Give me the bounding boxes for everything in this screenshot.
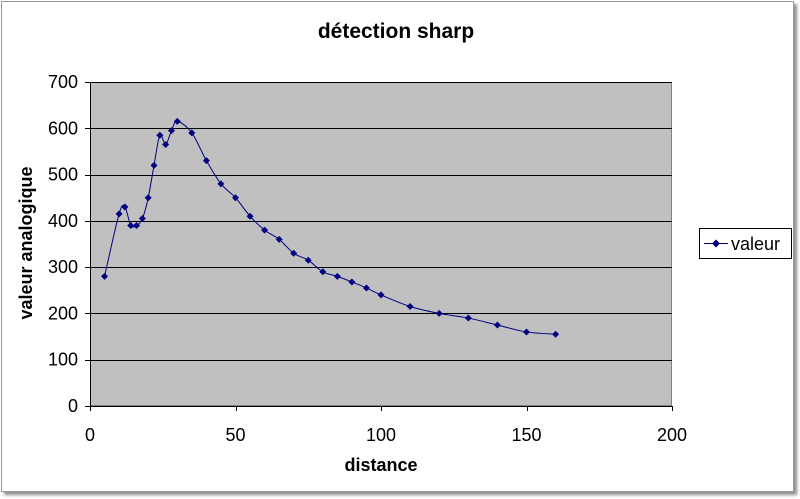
data-point — [377, 291, 385, 299]
data-point — [101, 272, 109, 280]
data-point — [261, 226, 269, 234]
data-point — [115, 210, 123, 218]
x-tick-label: 100 — [366, 425, 396, 445]
data-point — [232, 194, 239, 202]
data-point — [150, 161, 158, 169]
series-valeur — [101, 117, 560, 338]
data-point — [362, 284, 370, 292]
data-point — [138, 215, 146, 223]
data-point — [435, 309, 443, 317]
x-axis-ticks: 0 50 100 150 200 — [85, 406, 687, 445]
legend-label-valeur: valeur — [731, 234, 780, 254]
y-tick-label: 400 — [48, 211, 78, 231]
plot-area — [90, 82, 672, 406]
x-tick-label: 50 — [225, 425, 245, 445]
data-point — [493, 321, 501, 329]
chart-title: détection sharp — [318, 20, 474, 43]
y-tick-label: 200 — [48, 303, 78, 323]
data-point — [464, 314, 472, 322]
data-point — [333, 272, 341, 280]
data-point — [127, 221, 135, 229]
y-tick-label: 0 — [68, 396, 78, 416]
y-axis-ticks: 0 100 200 300 400 500 600 700 — [48, 72, 90, 416]
data-point — [121, 203, 129, 211]
x-axis-title: distance — [344, 455, 417, 475]
data-point — [552, 330, 560, 338]
data-point — [275, 235, 283, 243]
data-point — [406, 302, 414, 310]
x-tick-label: 200 — [657, 425, 687, 445]
data-point — [304, 256, 312, 264]
data-point — [202, 157, 210, 165]
data-point — [348, 278, 356, 286]
data-point — [162, 140, 170, 148]
data-point — [217, 180, 225, 188]
data-point — [188, 129, 196, 137]
data-point — [319, 268, 327, 276]
x-tick-label: 150 — [511, 425, 541, 445]
y-tick-label: 700 — [48, 72, 78, 92]
data-point — [144, 194, 152, 202]
data-point — [290, 249, 298, 257]
y-tick-label: 500 — [48, 165, 78, 185]
y-tick-label: 600 — [48, 118, 78, 138]
legend-diamond-marker-icon — [712, 239, 720, 248]
data-point — [167, 127, 175, 135]
data-point — [246, 212, 254, 220]
legend: valeur — [699, 228, 792, 259]
data-point — [173, 117, 181, 125]
data-point — [133, 221, 141, 229]
y-axis-title: valeur analogique — [16, 166, 36, 319]
x-tick-label: 0 — [85, 425, 95, 445]
data-point — [156, 131, 164, 139]
gridlines — [90, 82, 672, 361]
y-tick-label: 300 — [48, 257, 78, 277]
y-tick-label: 100 — [48, 350, 78, 370]
data-point — [523, 328, 530, 336]
